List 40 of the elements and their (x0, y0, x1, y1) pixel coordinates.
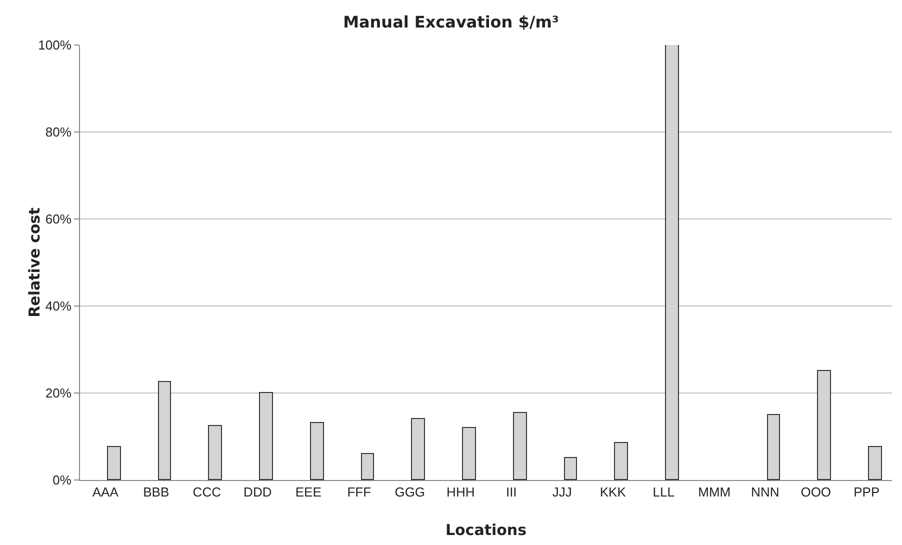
bar (564, 457, 577, 480)
y-tick-label: 20% (45, 386, 72, 401)
x-tick-label: AAA (92, 484, 119, 500)
x-tick-label: KKK (600, 484, 626, 500)
x-tick-label: GGG (394, 484, 426, 500)
x-tick-label: BBB (143, 484, 170, 500)
x-tick-label: JJJ (552, 484, 572, 500)
x-tick-label: LLL (652, 484, 674, 500)
bar (259, 392, 273, 480)
bar (411, 418, 425, 480)
y-tick-label: 80% (45, 124, 72, 140)
x-tick-label: EEE (295, 484, 322, 500)
x-tick-label: PPP (854, 484, 880, 500)
x-tick-label: HHH (446, 484, 475, 500)
y-axis-title: Relative cost (25, 208, 44, 318)
y-tick-label: 100% (38, 38, 72, 53)
bar (208, 425, 222, 480)
bar (817, 370, 831, 480)
bar (513, 412, 527, 480)
x-tick-label: CCC (192, 484, 221, 500)
x-axis-title: Locations (445, 521, 527, 539)
x-tick-label: FFF (347, 484, 372, 500)
bar (310, 422, 324, 480)
x-tick-label: OOO (800, 484, 832, 500)
y-tick-label: 60% (45, 212, 72, 227)
bar (361, 453, 374, 480)
bar (868, 446, 882, 480)
y-tick-label: 0% (52, 472, 72, 488)
bar (107, 446, 121, 480)
bar (462, 427, 476, 480)
x-tick-label: MMM (698, 484, 731, 500)
x-tick-label: DDD (244, 484, 272, 500)
bar (665, 45, 679, 480)
x-tick-label: NNN (751, 484, 780, 500)
bar (767, 414, 780, 480)
bar (614, 442, 628, 480)
bar (158, 381, 171, 480)
x-tick-label: III (506, 484, 517, 500)
y-tick-label: 40% (45, 298, 72, 314)
chart-title: Manual Excavation $/m³ (343, 12, 559, 32)
